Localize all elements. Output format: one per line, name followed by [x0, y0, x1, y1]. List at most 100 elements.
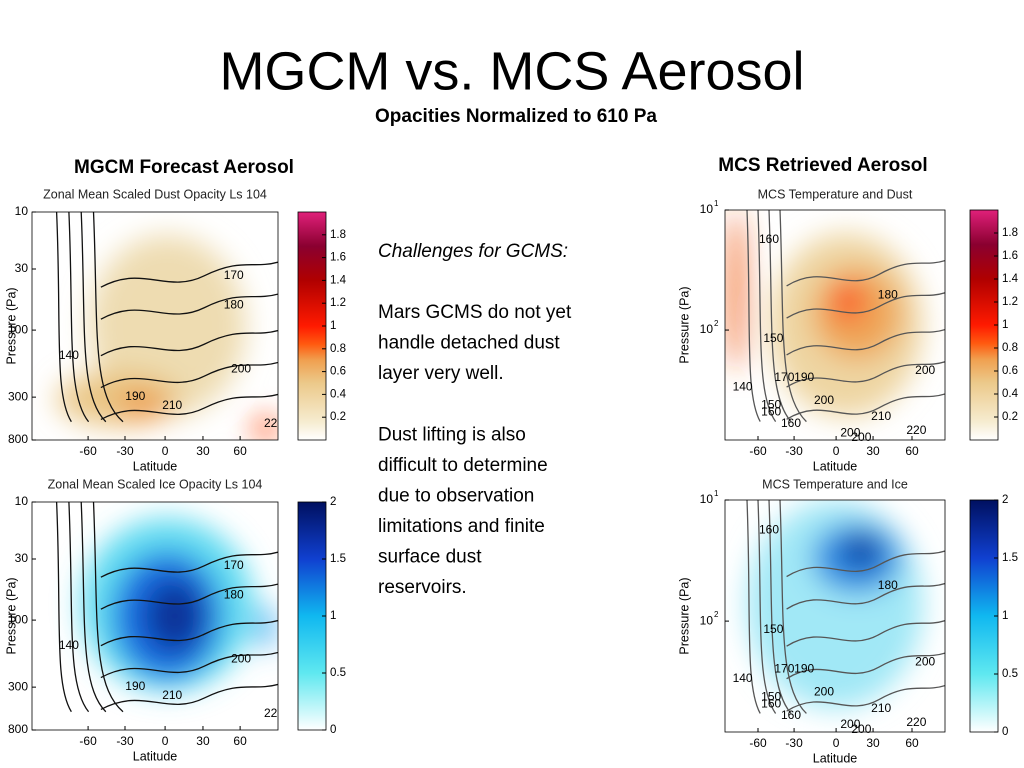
x-tick-label: -60 — [79, 444, 97, 458]
contour-line — [786, 328, 945, 356]
contour-label: 200 — [851, 722, 871, 736]
contour-label: 170 — [224, 558, 244, 572]
opacity-field — [746, 500, 945, 714]
x-tick-label: -60 — [79, 734, 97, 748]
contour-label: 200 — [231, 651, 251, 665]
colorbar-label: 1.2 — [330, 297, 346, 309]
x-tick-label: 60 — [905, 444, 919, 458]
field-blob — [253, 417, 278, 440]
contour-label: 220 — [906, 715, 926, 729]
slide-subtitle: Opacities Normalized to 610 Pa — [375, 106, 657, 127]
y-tick-label: 10 — [700, 322, 714, 336]
colorbar-label: 1.6 — [330, 252, 346, 264]
y-tick-label: 30 — [15, 261, 29, 275]
colorbar — [297, 501, 327, 731]
notes-line: Mars GCMS do not yet — [378, 302, 572, 323]
contour-label: 170 — [774, 662, 794, 676]
contour-label: 160 — [761, 405, 781, 419]
colorbar — [969, 499, 999, 733]
x-axis-label: Latitude — [133, 459, 178, 473]
y-tick-exponent: 1 — [714, 199, 719, 208]
contour-label: 180 — [878, 578, 898, 592]
contour-label: 200 — [915, 655, 935, 669]
contour-line — [100, 651, 278, 679]
contour-label: 160 — [759, 232, 779, 246]
colorbar — [297, 211, 327, 441]
contour-label: 200 — [840, 425, 860, 439]
contour-line — [768, 210, 792, 423]
field-blob — [843, 534, 880, 568]
field-blob — [88, 234, 247, 418]
contour-line — [80, 502, 107, 713]
y-axis-label: Pressure (Pa) — [677, 286, 691, 363]
contour-label: 210 — [162, 688, 182, 702]
notes-line: limitations and finite — [378, 516, 545, 537]
contour-label: 140 — [733, 671, 753, 685]
x-tick-label: 0 — [833, 444, 840, 458]
contour-label: 190 — [125, 679, 145, 693]
colorbar-label: 0.4 — [1002, 388, 1019, 400]
notes-line: difficult to determine — [378, 455, 548, 476]
notes-line: surface dust — [378, 547, 482, 568]
contour-line — [68, 212, 90, 423]
contour-line — [786, 582, 945, 610]
plot-frame — [31, 501, 279, 731]
x-tick-label: 60 — [905, 736, 919, 750]
colorbar-label: 0.6 — [330, 366, 346, 378]
x-tick-label: 30 — [196, 734, 210, 748]
opacity-field — [55, 212, 278, 440]
contour-line — [100, 261, 278, 288]
colorbar-label: 1.8 — [330, 229, 346, 241]
notes-line: Dust lifting is also — [378, 425, 526, 446]
colorbar-label: 0.2 — [330, 411, 346, 423]
contour-line — [786, 393, 945, 420]
opacity-field — [55, 502, 278, 713]
contour-label: 180 — [878, 287, 898, 301]
contour-label: 220 — [906, 423, 926, 437]
slide-title: MGCM vs. MCS Aerosol — [219, 41, 804, 101]
contour-label: 160 — [781, 708, 801, 722]
contour-line — [80, 212, 107, 423]
y-tick-exponent: 2 — [714, 319, 719, 328]
x-axis-label: Latitude — [813, 751, 858, 765]
y-tick-label: 10 — [700, 492, 714, 506]
contour-label: 150 — [763, 622, 783, 636]
colorbar-label: 0.8 — [330, 343, 346, 355]
contour-line — [779, 500, 807, 714]
contour-line — [757, 210, 777, 422]
notes-line: reservoirs. — [378, 577, 467, 598]
plot-frame — [724, 209, 946, 441]
notes-line: handle detached dust — [378, 333, 560, 354]
colorbar-label: 0.2 — [1002, 411, 1018, 423]
contour-line — [55, 502, 72, 713]
y-tick-label: 10 — [15, 494, 29, 508]
contour-label: 170 — [224, 268, 244, 282]
x-tick-label: 0 — [162, 734, 169, 748]
contour-line — [779, 210, 807, 423]
y-tick-label: 800 — [8, 722, 28, 736]
y-tick-exponent: 2 — [714, 610, 719, 619]
field-blobs — [81, 517, 278, 692]
x-tick-label: 30 — [866, 444, 880, 458]
opacity-field — [727, 210, 945, 423]
colorbar — [969, 209, 999, 441]
colorbar-label: 0.5 — [330, 667, 346, 679]
contour-label: 190 — [794, 662, 814, 676]
y-tick-label: 800 — [8, 432, 28, 446]
plot-frame — [724, 499, 946, 733]
contour-line — [100, 683, 278, 711]
colorbar-label: 2 — [330, 496, 336, 508]
colorbar-label: 1 — [1002, 610, 1008, 622]
field-blobs — [727, 210, 923, 417]
panel-heading: MCS Retrieved Aerosol — [718, 155, 927, 176]
x-axis-label: Latitude — [133, 749, 178, 763]
contour-line — [100, 393, 278, 421]
field-blob — [835, 283, 862, 321]
colorbar-label: 1.5 — [1002, 552, 1018, 564]
x-axis-label: Latitude — [813, 459, 858, 473]
colorbar-label: 1 — [1002, 319, 1008, 331]
y-tick-exponent: 1 — [714, 489, 719, 498]
plot-title: Zonal Mean Scaled Dust Opacity Ls 104 — [43, 187, 267, 201]
x-tick-label: 0 — [162, 444, 169, 458]
contour-label: 200 — [840, 717, 860, 731]
